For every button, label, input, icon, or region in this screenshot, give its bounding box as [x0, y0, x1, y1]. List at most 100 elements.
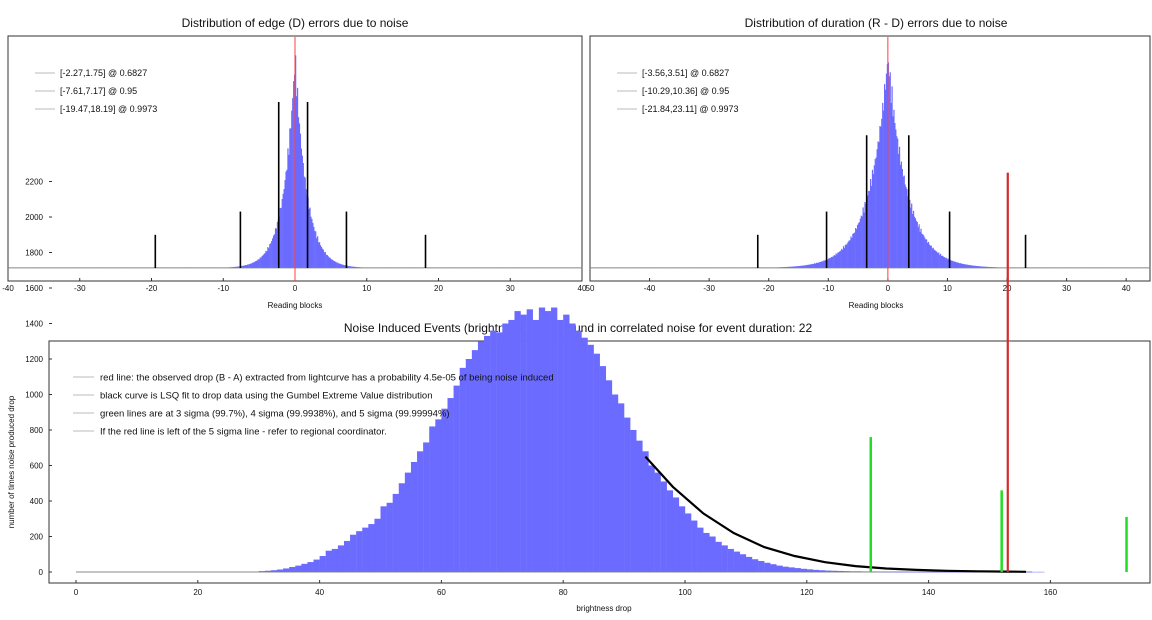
- histogram-bar: [827, 259, 829, 268]
- histogram-bar: [956, 262, 959, 268]
- histogram-bar: [350, 266, 352, 268]
- histogram-bar: [988, 266, 990, 268]
- histogram-bar: [270, 570, 278, 572]
- histogram-bar: [820, 261, 822, 268]
- histogram-bar: [807, 264, 809, 268]
- histogram-bar: [970, 265, 973, 268]
- chart-duration-errors: Distribution of duration (R - D) errors …: [586, 16, 1151, 310]
- y-tick-label: 1800: [25, 249, 43, 258]
- y-tick-label: 2000: [25, 213, 43, 222]
- histogram-bar: [853, 233, 855, 268]
- histogram-bar: [435, 419, 442, 572]
- histogram-bar: [262, 255, 264, 268]
- histogram-bar: [618, 403, 625, 572]
- histogram-bar: [846, 243, 848, 268]
- histogram-bar: [843, 571, 850, 572]
- plot-frame: [589, 35, 1151, 282]
- histogram-bar: [351, 266, 353, 268]
- histogram-bar: [842, 246, 845, 268]
- histogram-bar: [245, 265, 247, 268]
- histogram-bar: [520, 314, 527, 572]
- histogram-bar: [795, 266, 797, 268]
- x-tick-label: -20: [146, 284, 158, 293]
- histogram-bar: [943, 257, 945, 268]
- histogram-bar: [862, 207, 864, 268]
- histogram-bar: [330, 258, 332, 268]
- histogram-bar: [962, 263, 964, 268]
- histogram-bar: [244, 265, 246, 268]
- histogram-bar: [268, 248, 270, 268]
- histogram-bar: [979, 266, 981, 268]
- histogram-bar: [532, 319, 540, 572]
- histogram-bar: [835, 253, 837, 268]
- histogram-bar: [782, 566, 789, 572]
- histogram-bar: [392, 493, 399, 572]
- legend-entry: [-7.61,7.17] @ 0.95: [60, 86, 137, 96]
- histogram-bar: [247, 264, 249, 268]
- histogram-bar: [636, 440, 643, 572]
- histogram-bar: [844, 244, 847, 268]
- histogram-bar: [930, 245, 932, 268]
- histogram-bar: [884, 89, 887, 269]
- histogram-bar: [337, 262, 339, 268]
- legend-entry: [-21.84,23.11] @ 0.9973: [642, 104, 739, 114]
- legend: [-3.56,3.51] @ 0.6827 [-10.29,10.36] @ 0.…: [617, 68, 739, 114]
- histogram-bar: [802, 265, 805, 268]
- histogram-bar: [929, 245, 931, 268]
- histogram-bar: [423, 442, 430, 572]
- histogram-bar: [787, 266, 790, 268]
- histogram-bar: [828, 258, 830, 268]
- histogram-bar: [953, 261, 955, 268]
- histogram-bar: [272, 235, 275, 268]
- histogram-bar: [868, 190, 870, 268]
- histogram-bar: [893, 109, 895, 268]
- histogram-bar: [605, 380, 613, 572]
- histogram-bar: [859, 218, 861, 268]
- histogram-bar: [259, 257, 261, 268]
- x-tick-label: 120: [800, 588, 814, 597]
- histogram-bar: [920, 228, 922, 268]
- histogram-bar: [342, 264, 345, 268]
- histogram-bar: [981, 266, 983, 268]
- histogram-bar: [934, 571, 941, 573]
- histogram-bar: [829, 257, 832, 268]
- y-tick-label: 1200: [25, 355, 43, 364]
- histogram-bar: [490, 330, 497, 572]
- histogram-bar: [987, 266, 989, 268]
- histogram-bar: [812, 263, 814, 268]
- histogram-bar: [327, 256, 329, 268]
- histogram-bar: [298, 123, 301, 269]
- histogram-bar: [927, 241, 930, 268]
- histogram-bar: [880, 126, 882, 269]
- histogram-bar: [264, 570, 272, 572]
- histogram-bar: [818, 570, 826, 572]
- histogram-bar: [339, 264, 342, 268]
- histogram-bar: [648, 465, 655, 572]
- histogram-bar: [925, 239, 927, 268]
- histogram-bar: [293, 81, 295, 268]
- histogram-bar: [916, 571, 923, 573]
- histogram-bar: [873, 571, 881, 573]
- histogram-bar: [319, 556, 326, 572]
- histogram-bar: [447, 398, 454, 572]
- histogram-bar: [890, 102, 892, 268]
- histogram-bar: [809, 264, 811, 268]
- histogram-bar: [273, 234, 276, 268]
- histogram-bar: [806, 569, 814, 572]
- histogram-bar: [264, 253, 266, 268]
- histogram-bar: [919, 231, 921, 268]
- legend-entry: black curve is LSQ fit to drop data usin…: [100, 391, 433, 402]
- histogram-bar: [831, 570, 838, 572]
- histogram-bar: [856, 229, 858, 268]
- x-tick-label: -20: [763, 284, 775, 293]
- histogram-bar: [316, 238, 318, 268]
- y-tick-label: 1600: [25, 284, 43, 293]
- x-axis-label: Reading blocks: [268, 301, 323, 310]
- histogram-bar: [842, 249, 844, 268]
- histogram-bar: [883, 110, 885, 268]
- histogram-bar: [861, 571, 868, 572]
- histogram-bar: [989, 267, 991, 268]
- histogram-bar: [331, 548, 339, 572]
- histogram-bar: [280, 207, 282, 268]
